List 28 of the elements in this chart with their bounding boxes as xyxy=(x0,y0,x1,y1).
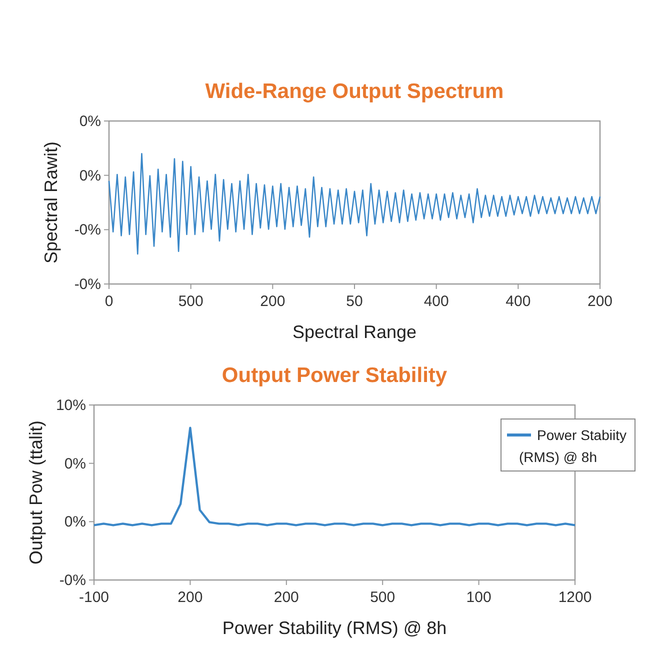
x-tick-label: 50 xyxy=(346,293,363,310)
y-axis-title: Spectral Rawit) xyxy=(41,141,61,264)
text: -0% xyxy=(74,222,101,239)
x-tick-label: 200 xyxy=(274,589,299,606)
x-tick-label: 200 xyxy=(260,293,286,310)
x-tick-label: 400 xyxy=(506,293,531,310)
text: 0% xyxy=(64,514,86,531)
chart-title: Output Power Stability xyxy=(222,364,448,387)
x-tick-label: 500 xyxy=(178,293,204,310)
x-tick-label: 1200 xyxy=(558,589,592,606)
x-tick-label: 100 xyxy=(466,589,492,606)
x-tick-label: 200 xyxy=(178,589,203,606)
x-axis-title: Spectral Range xyxy=(292,322,417,342)
x-tick-label: 500 xyxy=(370,589,396,606)
x-axis-title: Power Stability (RMS) @ 8h xyxy=(222,618,447,638)
chart-title: Wide-Range Output Spectrum xyxy=(205,80,504,103)
text: -0% xyxy=(59,572,86,589)
text: 0% xyxy=(79,113,101,130)
x-tick-label: 0 xyxy=(104,293,114,310)
text: 0% xyxy=(64,455,86,472)
x-tick-label: 200 xyxy=(587,293,613,310)
text: -0% xyxy=(74,276,101,293)
x-tick-label: -100 xyxy=(78,589,110,606)
x-tick-label: 400 xyxy=(424,293,449,310)
text: 0% xyxy=(79,167,101,184)
text: 10% xyxy=(56,397,86,414)
y-axis-title: Output Pow (ttalit) xyxy=(26,420,46,565)
legend-label: Power Stabiity (RMS) @ 8h xyxy=(519,427,626,465)
